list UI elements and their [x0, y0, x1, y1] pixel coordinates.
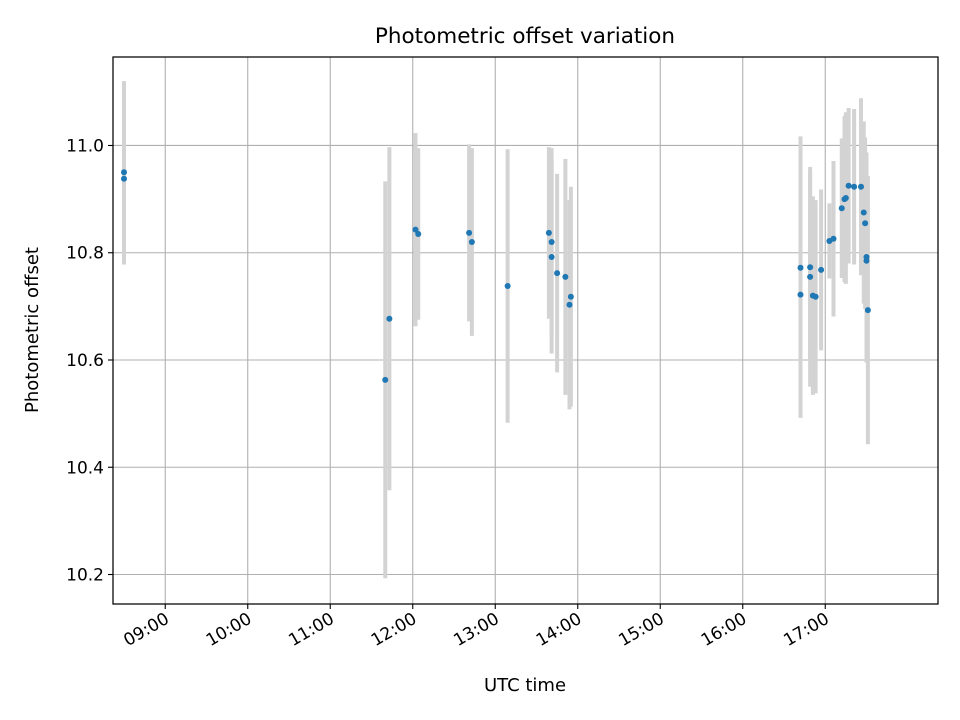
data-point: [838, 205, 845, 212]
data-point: [415, 230, 422, 237]
data-point: [858, 183, 864, 190]
y-axis-label: Photometric offset: [22, 247, 43, 413]
data-point: [860, 209, 867, 216]
data-point: [818, 266, 825, 273]
data-point: [851, 183, 858, 190]
y-tick-label: 10.6: [66, 351, 104, 371]
plot-frame: [112, 56, 939, 605]
gridlines: [113, 57, 938, 604]
data-point: [797, 291, 804, 298]
y-tick-label: 11.0: [66, 136, 104, 156]
data-point: [807, 273, 814, 280]
y-tick-label: 10.4: [66, 458, 104, 478]
data-point: [386, 315, 393, 322]
data-point: [807, 264, 814, 271]
data-point: [562, 273, 569, 280]
y-tick-label: 10.8: [66, 244, 104, 264]
data-point: [412, 226, 419, 233]
data-point: [504, 282, 511, 289]
data-point: [468, 239, 475, 246]
data-point: [466, 229, 473, 236]
chart-title: Photometric offset variation: [375, 24, 675, 49]
data-point: [830, 235, 837, 242]
data-point: [121, 175, 127, 182]
data-point: [121, 169, 127, 176]
data-point: [548, 254, 555, 261]
data-point: [842, 195, 849, 202]
data-point: [797, 264, 804, 271]
data-point: [812, 293, 819, 300]
data-point: [864, 307, 871, 314]
data-points: [121, 169, 871, 383]
data-point: [382, 376, 389, 383]
y-tick-label: 10.2: [66, 566, 104, 586]
data-point: [845, 182, 852, 189]
data-point: [545, 229, 552, 236]
data-point: [548, 239, 555, 246]
data-point: [863, 257, 870, 264]
y-axis-ticks: 10.2 10.4 10.6 10.8 11.0: [66, 136, 113, 586]
data-point: [554, 270, 561, 277]
x-axis-label: UTC time: [484, 675, 566, 696]
data-point: [566, 301, 573, 308]
data-point: [567, 293, 574, 300]
data-point: [862, 220, 869, 227]
